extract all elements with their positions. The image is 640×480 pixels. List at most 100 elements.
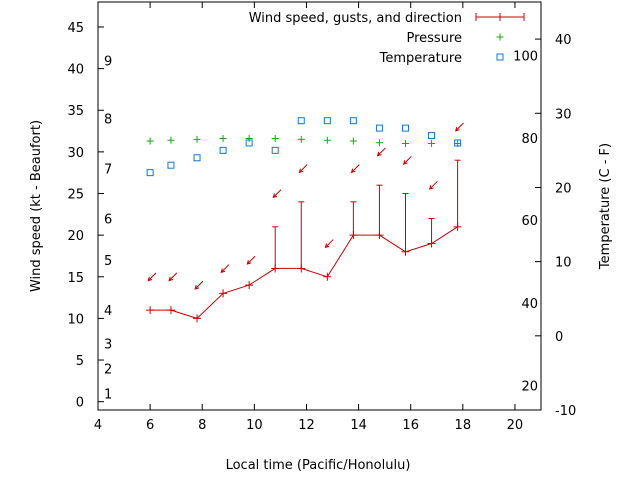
y-tick-label: 5 [76,354,84,369]
x-tick-label: 6 [146,418,154,433]
beaufort-label: 1 [104,387,112,402]
beaufort-label: 6 [104,212,112,227]
x-tick-label: 20 [507,418,524,433]
fahrenheit-label: 80 [521,132,538,147]
wind-speed-point [166,306,175,315]
y-tick-label: 10 [67,312,84,327]
wind-direction-arrow [402,155,412,165]
pressure-point [245,135,253,143]
temperature-point [323,117,331,125]
wind-speed-point [193,314,202,323]
wind-speed-point [245,281,254,290]
y2-tick-label: 30 [555,107,572,122]
y-tick-label: 35 [67,104,84,119]
legend-swatch-wind-point [496,13,504,21]
y2-axis-ticks: -10 0 10 20 30 40 [535,33,576,419]
temperature-point [245,139,253,147]
wind-speed-point [219,289,228,298]
y-axis-ticks: 0 5 10 15 20 25 30 35 40 45 [67,21,104,411]
temperature-point [375,124,383,132]
pressure-point [219,135,227,143]
wind-speed-point [375,231,384,240]
wind-direction-arrow [220,264,230,274]
wind-direction-arrow [272,189,282,199]
wind-speed-point [401,247,410,256]
y-tick-label: 25 [67,188,84,203]
fahrenheit-label: 100 [513,49,538,64]
temperature-series [146,117,462,177]
legend-swatch-pressure [496,33,504,41]
plot-frame [97,1,542,411]
beaufort-label: 3 [104,337,112,352]
temperature-point [146,169,154,177]
x-tick-label: 18 [455,418,472,433]
temperature-point [167,161,175,169]
wind-speed-point [297,264,306,273]
wind-direction-arrow [168,272,178,282]
temperature-point [401,124,409,132]
beaufort-scale-labels: 1 2 3 4 5 6 7 8 9 [104,54,112,402]
y-tick-label: 15 [67,271,84,286]
beaufort-label: 5 [104,254,112,269]
wind-speed-point [453,222,462,231]
beaufort-label: 2 [104,362,112,377]
wind-direction-arrow [324,239,334,249]
wind-direction-arrow [454,122,464,132]
x-tick-label: 12 [298,418,315,433]
y-tick-label: 40 [67,63,84,78]
x-tick-label: 16 [402,418,419,433]
y-tick-label: 45 [67,21,84,36]
plot-frame-layer [97,1,542,411]
fahrenheit-label: 60 [521,214,538,229]
pressure-series [146,135,462,148]
y2-tick-label: 20 [555,181,572,196]
legend: Wind speed, gusts, and direction Pressure… [249,11,525,66]
pressure-point [271,135,279,143]
fahrenheit-label: 20 [521,380,538,395]
temperature-point [193,154,201,162]
wind-series [146,122,464,323]
fahrenheit-scale-labels: 20 40 60 80 100 [513,49,538,394]
y2-tick-label: 0 [555,330,563,345]
wind-direction-arrow [298,164,308,174]
wind-speed-point [271,264,280,273]
wind-direction-arrow [147,272,157,282]
y-tick-label: 0 [76,396,84,411]
wind-speed-point [146,306,155,315]
wind-speed-line [150,226,458,319]
pressure-point [146,137,154,145]
pressure-point [323,136,331,144]
legend-swatch-temperature [496,53,504,61]
pressure-point [375,139,383,147]
temperature-point [349,117,357,125]
temperature-point [271,146,279,154]
pressure-point [349,137,357,145]
legend-label: Temperature [379,51,462,66]
x-tick-label: 14 [350,418,367,433]
beaufort-label: 8 [104,113,112,128]
beaufort-label: 9 [104,54,112,69]
wind-direction-arrow [194,280,204,290]
fahrenheit-label: 40 [521,297,538,312]
wind-speed-point [427,239,436,248]
pressure-point [428,140,436,148]
wind-direction-arrow [376,147,386,157]
y-tick-label: 30 [67,146,84,161]
beaufort-label: 7 [104,163,112,178]
wind-speed-point [349,231,358,240]
wind-speed-point [323,272,332,281]
temperature-point [428,132,436,140]
y2-tick-label: 40 [555,33,572,48]
x-tick-label: 10 [246,418,263,433]
y2-tick-label: -10 [555,404,576,419]
legend-label: Pressure [406,31,462,46]
wind-direction-arrow [428,180,438,190]
beaufort-label: 4 [104,304,112,319]
temperature-point [454,139,462,147]
x-axis-ticks: 4 6 8 10 12 14 16 18 20 [94,2,523,433]
y-tick-label: 20 [67,229,84,244]
x-axis-label: Local time (Pacific/Honolulu) [226,458,411,473]
temperature-point [219,146,227,154]
pressure-point [167,136,175,144]
